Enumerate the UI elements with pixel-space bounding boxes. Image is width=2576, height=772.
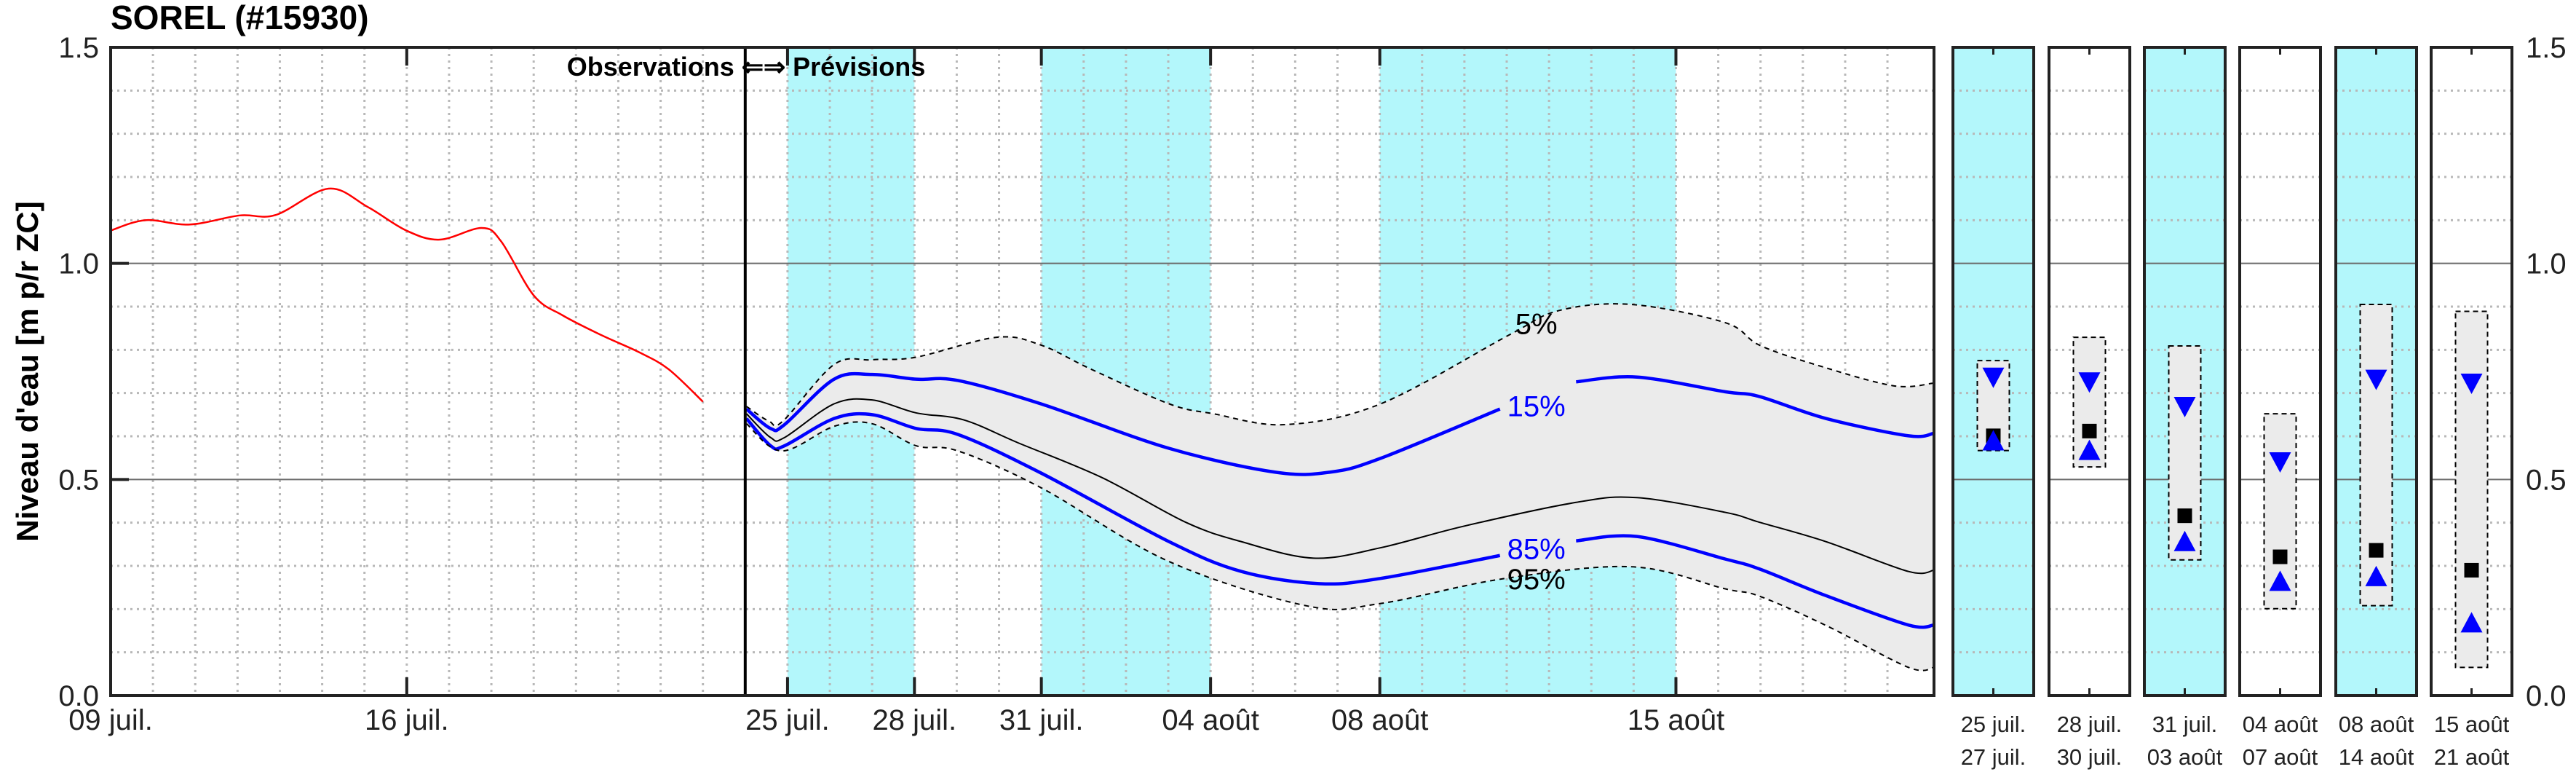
- percentile-band: [746, 304, 1934, 671]
- x-tick-label: 04 août: [1162, 704, 1259, 736]
- median-marker-square: [2082, 423, 2097, 438]
- period-panel: 25 juil. 27 juil.: [1951, 46, 2035, 770]
- y-axis-label: Niveau d'eau [m p/r ZC]: [10, 201, 44, 541]
- series-line-85pct: [1576, 534, 1935, 629]
- period-end-label: 07 août: [2243, 744, 2318, 770]
- x-tick-label: 28 juil.: [872, 704, 956, 736]
- period-end-label: 27 juil.: [1961, 744, 2026, 770]
- series-label: 95%: [1507, 564, 1566, 596]
- plot-frame: [109, 46, 1935, 697]
- p15-marker-down-triangle: [2365, 369, 2387, 390]
- median-marker-square: [2177, 508, 2192, 524]
- period-end-label: 21 août: [2434, 744, 2510, 770]
- series-line-15pct: [745, 371, 1501, 476]
- series-line-15pct: [1576, 375, 1935, 438]
- series-label: 85%: [1507, 533, 1566, 565]
- percentile-box: [2359, 304, 2393, 607]
- chart-title: SOREL (#15930): [111, 0, 369, 36]
- period-end-label: 30 juil.: [2057, 744, 2123, 770]
- series-line-5pct: [745, 303, 1935, 427]
- p15-marker-down-triangle: [2269, 452, 2291, 473]
- period-start-label: 08 août: [2339, 712, 2414, 737]
- y-tick-label-right: 0.0: [2526, 680, 2567, 712]
- p85-marker-up-triangle: [1982, 430, 2005, 451]
- p15-marker-down-triangle: [2078, 372, 2101, 393]
- p15-marker-down-triangle: [2173, 397, 2196, 418]
- period-panel: 08 août 14 août: [2334, 46, 2418, 770]
- percentile-box: [2168, 344, 2202, 561]
- p85-marker-up-triangle: [2269, 570, 2291, 591]
- period-panels: 25 juil. 27 juil. 28 juil. 30 juil. 31 juil.…: [1951, 46, 2513, 770]
- period-start-label: 31 juil.: [2152, 712, 2218, 737]
- period-panel: 31 juil. 03 août: [2143, 46, 2227, 770]
- period-start-label: 28 juil.: [2057, 712, 2123, 737]
- observed-line: [110, 187, 704, 403]
- series-line-95pct: [745, 421, 1935, 671]
- period-start-label: 25 juil.: [1961, 712, 2026, 737]
- observations-forecast-annotation: Observations ⇐⇒ Prévisions: [567, 52, 926, 82]
- x-tick-label: 08 août: [1331, 704, 1428, 736]
- period-end-label: 03 août: [2147, 744, 2223, 770]
- p85-marker-up-triangle: [2173, 530, 2196, 551]
- median-marker-square: [2464, 562, 2479, 578]
- y-tick-label-left: 1.0: [58, 248, 99, 280]
- p85-marker-up-triangle: [2365, 565, 2387, 586]
- p15-marker-down-triangle: [1982, 367, 2005, 388]
- x-tick-label: 31 juil.: [999, 704, 1084, 736]
- x-tick-label: 16 juil.: [365, 704, 449, 736]
- y-tick-label-right: 1.0: [2526, 248, 2567, 280]
- main-plot: 5% 15% 85%95% 09 juil. 16 juil. 25 juil. 28 ju…: [58, 32, 2566, 736]
- y-tick-label-left: 0.0: [58, 680, 99, 712]
- y-tick-label-left: 0.5: [58, 464, 99, 496]
- median-marker-square: [2369, 543, 2384, 558]
- series-line-median: [745, 398, 1935, 575]
- x-tick-label: 15 août: [1628, 704, 1724, 736]
- p15-marker-down-triangle: [2460, 374, 2483, 395]
- p85-marker-up-triangle: [2078, 439, 2101, 460]
- period-start-label: 15 août: [2434, 712, 2510, 737]
- median-marker-square: [2272, 549, 2288, 564]
- y-tick-label-left: 1.5: [58, 32, 99, 64]
- percentile-box: [2454, 310, 2489, 669]
- x-tick-label: 09 juil.: [68, 704, 153, 736]
- y-tick-label-right: 1.5: [2526, 32, 2567, 64]
- period-panel: 04 août 07 août: [2238, 46, 2322, 770]
- period-start-label: 04 août: [2243, 712, 2318, 737]
- series-label: 15%: [1507, 390, 1566, 422]
- period-panel: 15 août 21 août: [2430, 46, 2513, 770]
- y-tick-label-right: 0.5: [2526, 464, 2567, 496]
- period-end-label: 14 août: [2339, 744, 2414, 770]
- p85-marker-up-triangle: [2460, 612, 2483, 633]
- series-label: 5%: [1515, 309, 1558, 341]
- x-tick-label: 25 juil.: [745, 704, 830, 736]
- series-line-85pct: [745, 411, 1501, 586]
- period-panel: 28 juil. 30 juil.: [2048, 46, 2131, 770]
